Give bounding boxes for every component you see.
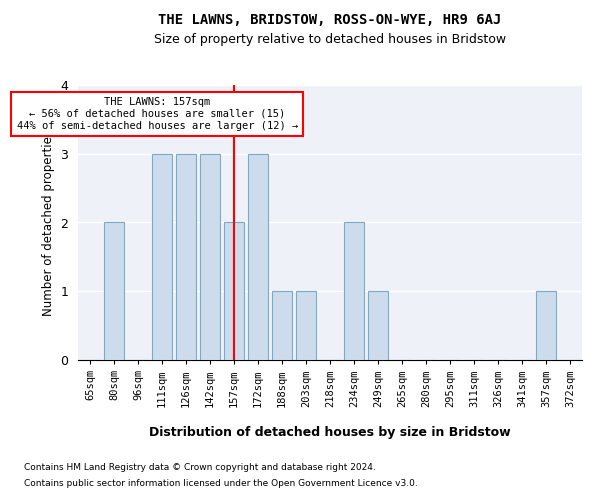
Bar [296, 291, 316, 360]
Text: THE LAWNS: 157sqm
← 56% of detached houses are smaller (15)
44% of semi-detached: THE LAWNS: 157sqm ← 56% of detached hous… [17, 98, 298, 130]
Bar [368, 291, 388, 360]
Bar [176, 154, 196, 360]
Text: Size of property relative to detached houses in Bridstow: Size of property relative to detached ho… [154, 32, 506, 46]
Bar [272, 291, 292, 360]
Text: THE LAWNS, BRIDSTOW, ROSS-ON-WYE, HR9 6AJ: THE LAWNS, BRIDSTOW, ROSS-ON-WYE, HR9 6A… [158, 12, 502, 26]
Bar [152, 154, 172, 360]
Bar [536, 291, 556, 360]
Y-axis label: Number of detached properties: Number of detached properties [42, 130, 55, 316]
Text: Contains public sector information licensed under the Open Government Licence v3: Contains public sector information licen… [24, 478, 418, 488]
Bar [200, 154, 220, 360]
Bar [224, 222, 244, 360]
Bar [248, 154, 268, 360]
Text: Distribution of detached houses by size in Bridstow: Distribution of detached houses by size … [149, 426, 511, 439]
Text: Contains HM Land Registry data © Crown copyright and database right 2024.: Contains HM Land Registry data © Crown c… [24, 464, 376, 472]
Bar [104, 222, 124, 360]
Bar [344, 222, 364, 360]
